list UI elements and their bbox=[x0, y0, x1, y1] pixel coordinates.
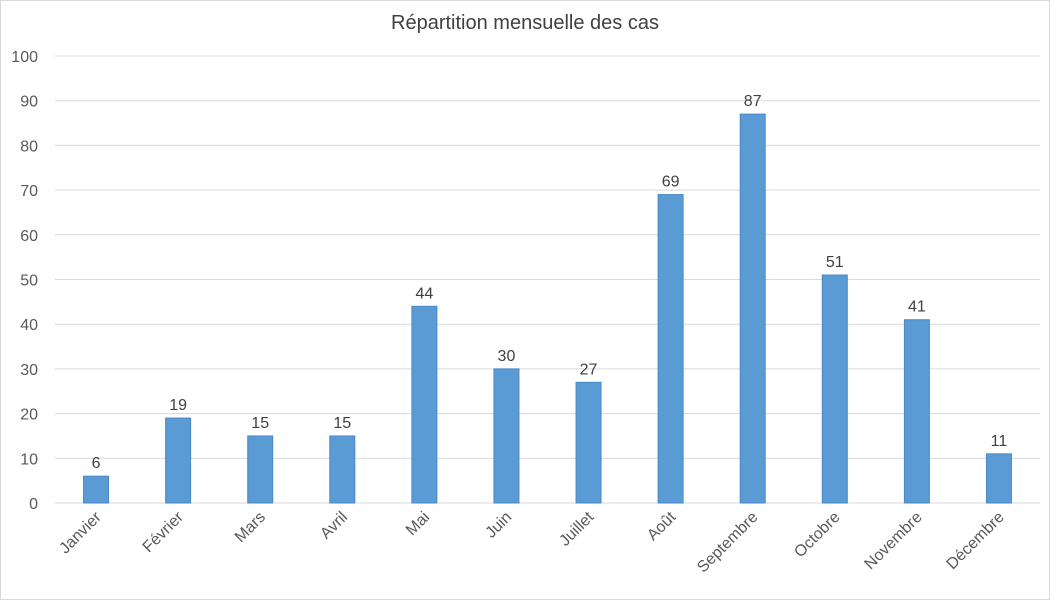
bar-Octobre bbox=[821, 274, 848, 504]
x-tick-label: Août bbox=[644, 508, 680, 544]
bar-Juin bbox=[493, 368, 520, 504]
x-tick-label: Mars bbox=[232, 509, 269, 546]
bar-Avril bbox=[329, 435, 356, 504]
y-tick-label: 30 bbox=[20, 362, 38, 379]
y-tick-label: 10 bbox=[20, 451, 38, 468]
x-tick-label: Mai bbox=[403, 509, 433, 539]
x-tick-label: Juin bbox=[483, 509, 516, 542]
data-label: 19 bbox=[169, 397, 187, 414]
data-label: 15 bbox=[333, 415, 351, 432]
data-label: 51 bbox=[826, 254, 844, 271]
data-label: 15 bbox=[251, 415, 269, 432]
x-tick-label: Octobre bbox=[791, 509, 843, 561]
bar-Septembre bbox=[739, 113, 766, 504]
x-tick-label: Février bbox=[140, 508, 188, 556]
y-tick-label: 20 bbox=[20, 407, 38, 424]
data-label: 30 bbox=[498, 348, 516, 365]
y-tick-label: 40 bbox=[20, 317, 38, 334]
y-tick-label: 90 bbox=[20, 94, 38, 111]
y-tick-label: 100 bbox=[11, 49, 38, 66]
bar-Février bbox=[165, 417, 192, 504]
x-tick-label: Juillet bbox=[556, 508, 597, 549]
data-label: 44 bbox=[415, 285, 433, 302]
data-label: 27 bbox=[580, 361, 598, 378]
x-tick-label: Janvier bbox=[56, 508, 105, 557]
data-label: 6 bbox=[92, 455, 101, 472]
x-tick-label: Novembre bbox=[861, 509, 925, 573]
x-tick-label: Septembre bbox=[694, 509, 761, 576]
bar-Décembre bbox=[985, 453, 1012, 504]
y-tick-label: 80 bbox=[20, 138, 38, 155]
x-tick-label: Avril bbox=[317, 509, 351, 543]
data-labels: 6 19 15 15 44 30 27 69 87 51 41 11 bbox=[92, 93, 1008, 472]
y-tick-label: 0 bbox=[29, 496, 38, 513]
bar-Janvier bbox=[83, 475, 110, 504]
x-axis-ticks: Janvier Février Mars Avril Mai Juin Juillet Aoû… bbox=[56, 508, 1007, 576]
data-label: 87 bbox=[744, 93, 762, 110]
gridlines bbox=[55, 55, 1040, 504]
bar-Août bbox=[657, 194, 684, 504]
bar-Novembre bbox=[903, 319, 930, 504]
data-label: 11 bbox=[991, 433, 1008, 450]
bar-Mai bbox=[411, 305, 438, 504]
bars bbox=[83, 113, 1012, 504]
data-label: 41 bbox=[908, 299, 926, 316]
y-tick-label: 50 bbox=[20, 273, 38, 290]
y-tick-label: 60 bbox=[20, 228, 38, 245]
y-axis-ticks: 0 10 20 30 40 50 60 70 80 90 100 bbox=[11, 49, 38, 513]
x-tick-label: Décembre bbox=[944, 509, 1008, 573]
chart-title: Répartition mensuelle des cas bbox=[391, 12, 659, 34]
bar-Mars bbox=[247, 435, 274, 504]
bar-Juillet bbox=[575, 381, 602, 504]
data-label: 69 bbox=[662, 174, 680, 191]
y-tick-label: 70 bbox=[20, 183, 38, 200]
